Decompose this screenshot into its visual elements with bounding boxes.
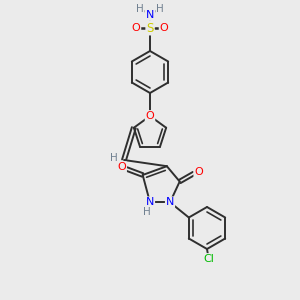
Text: N: N [146,197,154,207]
Text: H: H [143,207,151,217]
Text: Cl: Cl [204,254,214,264]
Text: H: H [136,4,144,14]
Text: O: O [117,162,126,172]
Text: H: H [156,4,164,14]
Text: S: S [146,22,154,34]
Text: H: H [110,153,118,163]
Text: O: O [160,23,168,33]
Text: O: O [194,167,203,176]
Text: N: N [146,10,154,20]
Text: O: O [146,111,154,121]
Text: N: N [166,197,174,207]
Text: O: O [132,23,140,33]
